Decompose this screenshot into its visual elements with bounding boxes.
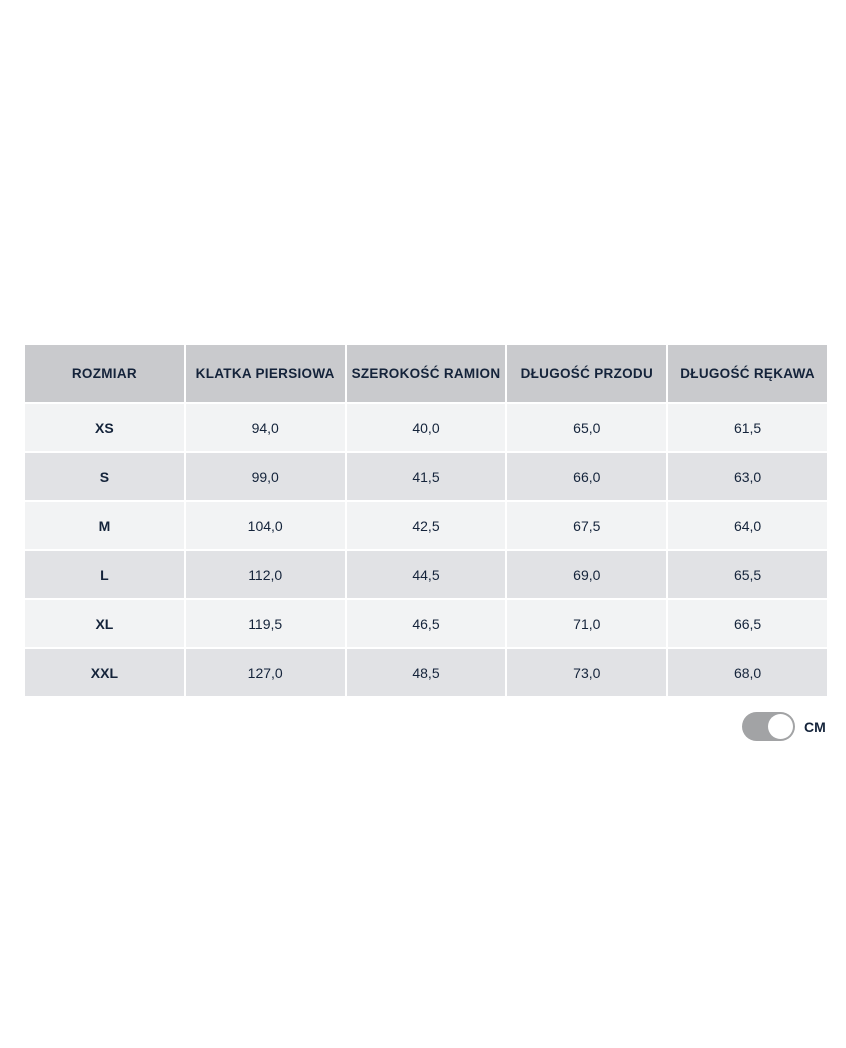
size-cell: XXL [25, 649, 184, 696]
size-cell: M [25, 502, 184, 549]
measurement-cell: 69,0 [507, 551, 667, 598]
measurement-cell: 40,0 [346, 404, 506, 451]
measurement-cell: 71,0 [507, 600, 667, 647]
measurement-cell: 119,5 [185, 600, 345, 647]
unit-toggle-group: CM [742, 712, 826, 741]
column-header: DŁUGOŚĆ PRZODU [507, 345, 667, 402]
column-header: ROZMIAR [25, 345, 184, 402]
measurement-cell: 127,0 [185, 649, 345, 696]
measurement-cell: 46,5 [346, 600, 506, 647]
measurement-cell: 64,0 [668, 502, 827, 549]
column-header: KLATKA PIERSIOWA [185, 345, 345, 402]
size-cell: XL [25, 600, 184, 647]
unit-label: CM [804, 718, 826, 735]
measurement-cell: 99,0 [185, 453, 345, 500]
measurement-cell: 66,5 [668, 600, 827, 647]
column-header: DŁUGOŚĆ RĘKAWA [668, 345, 827, 402]
measurement-cell: 94,0 [185, 404, 345, 451]
unit-toggle[interactable] [742, 712, 795, 741]
measurement-cell: 63,0 [668, 453, 827, 500]
toggle-knob [768, 714, 793, 739]
measurement-cell: 73,0 [507, 649, 667, 696]
measurement-cell: 41,5 [346, 453, 506, 500]
measurement-cell: 44,5 [346, 551, 506, 598]
measurement-cell: 65,0 [507, 404, 667, 451]
measurement-cell: 67,5 [507, 502, 667, 549]
measurement-cell: 68,0 [668, 649, 827, 696]
measurement-cell: 66,0 [507, 453, 667, 500]
measurement-cell: 65,5 [668, 551, 827, 598]
measurement-cell: 61,5 [668, 404, 827, 451]
column-header: SZEROKOŚĆ RAMION [346, 345, 506, 402]
measurement-cell: 104,0 [185, 502, 345, 549]
measurement-cell: 48,5 [346, 649, 506, 696]
size-cell: S [25, 453, 184, 500]
size-cell: XS [25, 404, 184, 451]
size-chart-table: ROZMIAR KLATKA PIERSIOWA SZEROKOŚĆ RAMION D… [25, 345, 827, 696]
measurement-cell: 112,0 [185, 551, 345, 598]
measurement-cell: 42,5 [346, 502, 506, 549]
size-cell: L [25, 551, 184, 598]
